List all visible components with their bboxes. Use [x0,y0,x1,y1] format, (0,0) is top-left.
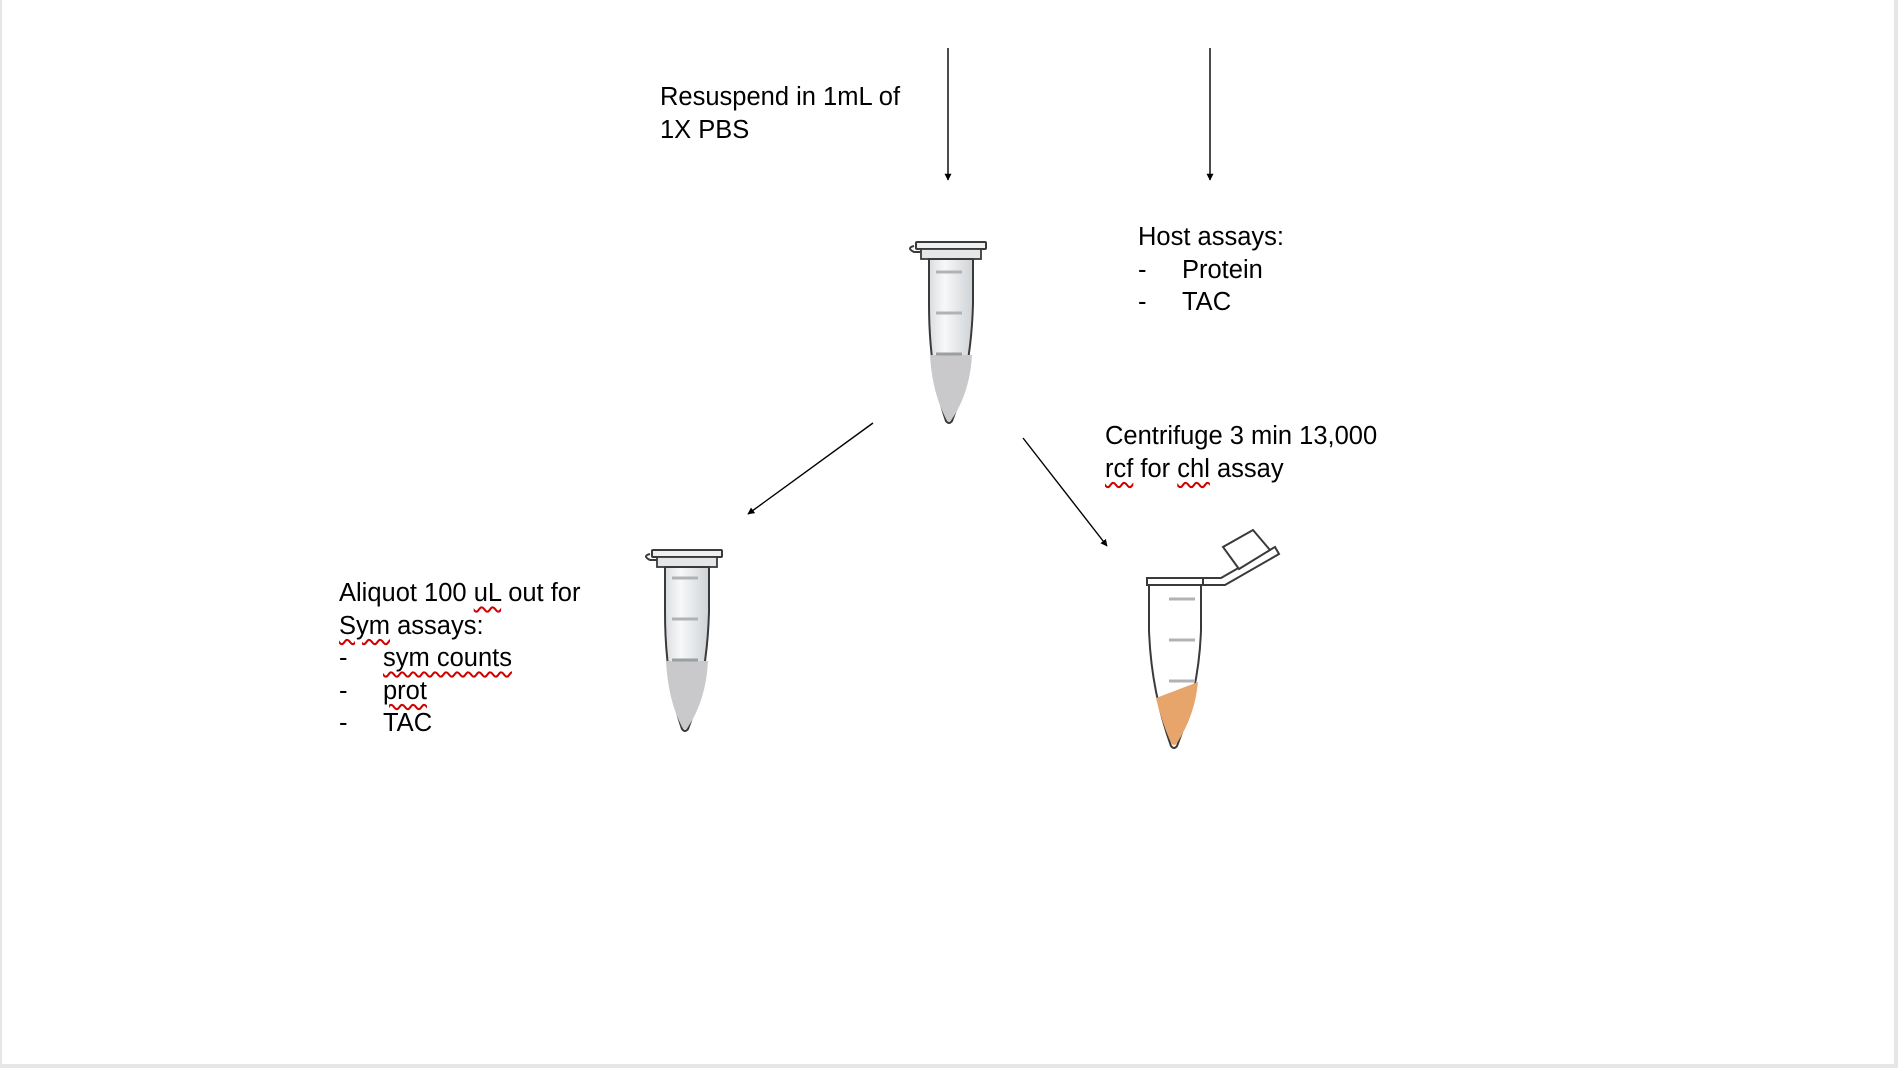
host-assay-item: - TAC [1138,286,1284,319]
sym-assay-item-text: sym counts [383,644,512,672]
aliquot-tube-icon [645,549,723,732]
centrifuge-line-1: Centrifuge 3 min 13,000 [1105,422,1378,450]
centrifuge-word-chl: chl [1177,454,1210,483]
host-assays-title: Host assays: [1138,223,1284,251]
open-microcentrifuge-tube-icon [1146,528,1281,749]
host-assay-item-text: Protein [1182,255,1263,284]
resuspend-label: Resuspend in 1mL of 1X PBS [660,81,900,146]
host-assays-label: Host assays: - Protein - TAC [1138,221,1284,319]
aliquot-text-c: out for [501,579,581,607]
sym-assay-item: - sym counts [339,642,581,675]
centrifuge-word-assay: assay [1209,454,1284,483]
arrow-to-aliquot [747,422,874,515]
host-assay-item-text: TAC [1182,288,1232,316]
sym-assay-item: - TAC [339,707,581,740]
bullet-dash: - [339,709,348,737]
resuspend-line-1: Resuspend in 1mL of [660,83,901,111]
bullet-dash: - [1138,288,1147,316]
bullet-dash: - [339,676,348,705]
centrifuge-word-for: for [1133,454,1178,483]
centrifuge-label: Centrifuge 3 min 13,000 rcf for chl assa… [1105,420,1377,485]
bullet-dash: - [1138,255,1147,284]
arrow-to-centrifuge [1022,437,1108,547]
bullet-dash: - [339,644,348,672]
aliquot-line-2: Sym assays: [339,610,581,643]
microcentrifuge-tube-icon [909,241,987,424]
aliquot-text-a: Aliquot 100 [339,579,474,607]
centrifuge-word-rcf: rcf [1105,454,1134,483]
aliquot-line-1: Aliquot 100 uL out for [339,577,581,610]
sym-assay-item-text: prot [383,676,427,705]
sym-assay-item: - prot [339,675,581,708]
centrifuge-line-2: rcf for chl assay [1105,453,1377,486]
aliquot-word-ul: uL [473,579,502,607]
resuspend-line-2: 1X PBS [660,115,750,144]
sym-assay-item-text: TAC [383,709,433,737]
aliquot-word-sym: Sym [339,611,390,640]
aliquot-text-assays: assays: [390,611,484,640]
host-assay-item: - Protein [1138,254,1284,287]
aliquot-label: Aliquot 100 uL out for Sym assays: - sym … [339,577,581,740]
